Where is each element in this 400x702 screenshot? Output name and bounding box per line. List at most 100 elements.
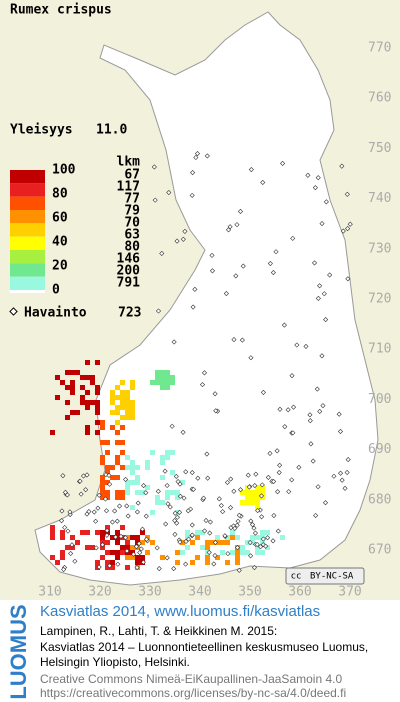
- observation-dot: [91, 509, 97, 515]
- heat-cell: [180, 480, 185, 485]
- observation-dot: [189, 522, 195, 528]
- heat-cell: [105, 560, 110, 565]
- observation-dot: [220, 509, 226, 515]
- heat-cell: [255, 550, 260, 555]
- observation-dot: [315, 175, 321, 181]
- heat-cell: [125, 455, 130, 460]
- heat-cell: [220, 540, 225, 545]
- citation-line: Helsingin Yliopisto, Helsinki.: [40, 655, 190, 669]
- observation-dot: [253, 471, 259, 477]
- observation-dot: [152, 197, 158, 203]
- y-axis-label: 680: [368, 492, 391, 507]
- heat-cell: [145, 460, 150, 465]
- heat-cell: [245, 550, 250, 555]
- observation-dot: [263, 543, 269, 549]
- heat-cell: [185, 535, 190, 540]
- heat-cell: [110, 395, 115, 400]
- heat-cell: [255, 545, 260, 550]
- cc-icon: cc: [291, 572, 302, 582]
- heat-cell: [165, 385, 170, 390]
- observation-dot: [270, 270, 276, 276]
- logo: LUOMUS: [6, 604, 31, 699]
- observation-dot: [314, 386, 320, 392]
- heat-cell: [65, 370, 70, 375]
- heat-cell: [245, 495, 250, 500]
- observation-dot: [216, 496, 222, 502]
- heat-cell: [120, 415, 125, 420]
- heat-cell: [150, 450, 155, 455]
- observation-dots: [59, 151, 353, 573]
- observation-dot: [209, 252, 215, 258]
- heat-cell: [85, 545, 90, 550]
- observation-dot: [246, 484, 252, 490]
- observation-dot: [195, 475, 201, 481]
- heat-cell: [115, 455, 120, 460]
- license-line[interactable]: https://creativecommons.org/licenses/by-…: [40, 686, 346, 700]
- heat-cell: [140, 555, 145, 560]
- observation-dot: [95, 505, 101, 511]
- heat-cell: [115, 430, 120, 435]
- x-axis-label: 360: [288, 585, 311, 600]
- observation-dot: [59, 508, 65, 514]
- heat-cell: [155, 380, 160, 385]
- heat-cell: [220, 550, 225, 555]
- heat-cell: [60, 550, 65, 555]
- heat-cell: [135, 535, 140, 540]
- legend-band: [10, 223, 45, 237]
- observation-dot: [133, 544, 139, 550]
- heat-cell: [110, 560, 115, 565]
- heat-cell: [130, 480, 135, 485]
- observation-dot: [249, 522, 256, 528]
- observation-dot: [289, 477, 295, 483]
- heat-cell: [135, 480, 140, 485]
- observation-dot: [323, 199, 329, 205]
- frequency-value: 11.0: [96, 123, 127, 138]
- observation-dot: [114, 518, 120, 524]
- observation-dot: [248, 518, 254, 524]
- heat-cell: [125, 410, 130, 415]
- footer-link[interactable]: Kasviatlas 2014, www.luomus.fi/kasviatla…: [40, 603, 320, 620]
- heat-cell: [265, 530, 270, 535]
- observation-dot: [248, 167, 254, 173]
- heat-cell: [130, 505, 135, 510]
- heat-cell: [115, 405, 120, 410]
- heat-cell: [130, 380, 135, 385]
- heat-cell: [120, 465, 125, 470]
- heat-cell: [110, 400, 115, 405]
- heat-cell: [195, 535, 200, 540]
- heat-cell: [90, 375, 95, 380]
- heat-cell: [85, 405, 90, 410]
- observation-dot: [104, 528, 110, 534]
- observation-dot: [201, 495, 207, 501]
- observation-dot: [62, 524, 68, 531]
- heat-cell: [80, 400, 85, 405]
- heat-cell: [60, 535, 65, 540]
- heat-cell: [255, 495, 260, 500]
- observation-dot: [224, 479, 230, 486]
- heat-cell: [55, 560, 60, 565]
- legend-count: 63: [124, 228, 140, 243]
- observation-dot: [225, 551, 231, 557]
- heat-cell: [165, 490, 170, 495]
- observation-dot: [190, 304, 196, 310]
- observation-dot: [331, 473, 337, 479]
- observation-dot: [235, 518, 241, 524]
- observation-dot: [172, 531, 178, 537]
- heat-cell: [165, 375, 170, 380]
- observation-dot: [252, 530, 258, 536]
- heat-cell: [125, 390, 130, 395]
- heat-cell: [95, 385, 100, 390]
- heat-cell: [260, 530, 265, 535]
- license-badge: [285, 567, 365, 585]
- heat-cell: [175, 550, 180, 555]
- heat-cell: [185, 530, 190, 535]
- observation-dot: [93, 518, 99, 524]
- observation-dot: [260, 389, 266, 395]
- heat-cell: [135, 475, 140, 480]
- heat-cell: [160, 380, 165, 385]
- observation-dot: [258, 493, 265, 499]
- heat-cell: [215, 555, 220, 560]
- observation-dot: [69, 542, 75, 548]
- legend-band: [10, 250, 45, 264]
